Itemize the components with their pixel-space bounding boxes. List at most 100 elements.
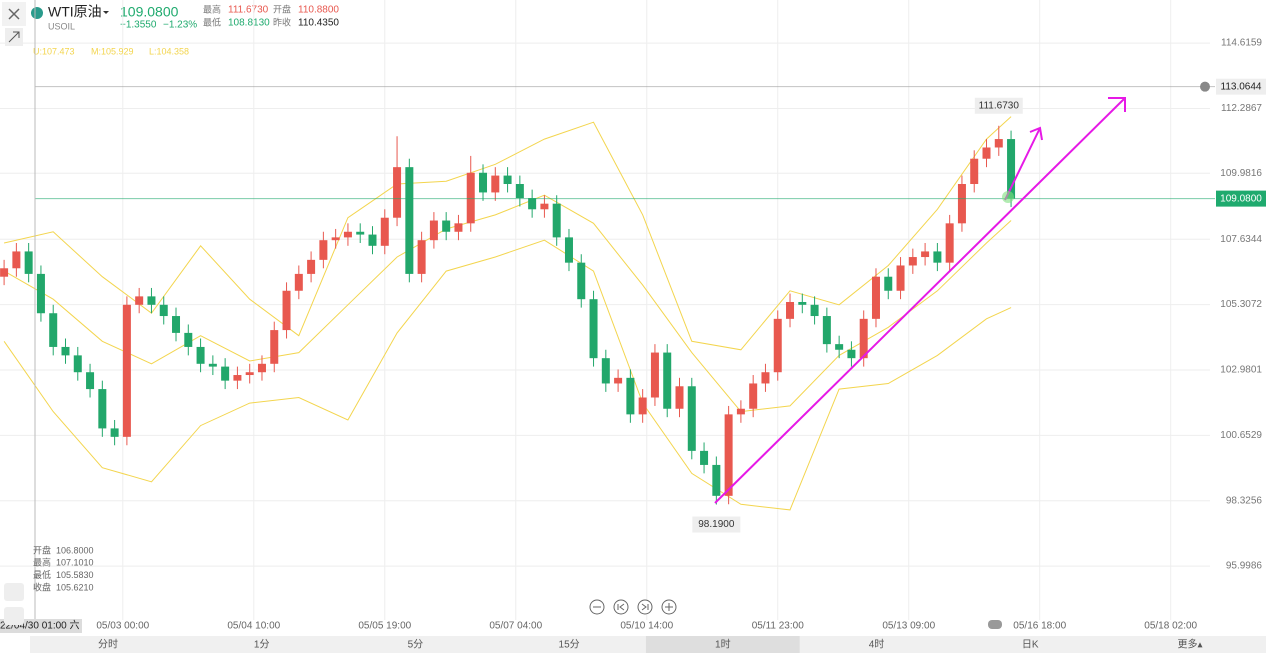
ohlc-name: 开盘: [33, 544, 51, 555]
candle-body: [552, 203, 561, 238]
candle-body: [528, 198, 537, 210]
timeframe[interactable]: 5分: [408, 639, 424, 651]
stat-name: 最高: [203, 3, 221, 14]
candle-body: [933, 251, 942, 263]
candle-body: [614, 377, 623, 384]
candle-body: [135, 296, 144, 305]
alert-icon[interactable]: [1200, 81, 1210, 92]
candle-body: [957, 184, 966, 224]
band-line: [3, 116, 1012, 351]
price-label-box: [1216, 190, 1266, 207]
candle-body: [356, 231, 365, 235]
stat-value: 110.4350: [298, 18, 339, 29]
candle-body: [1007, 139, 1016, 199]
timeframe[interactable]: 4时: [869, 639, 885, 651]
candle-body: [429, 220, 438, 241]
dropdown-icon: [103, 11, 109, 14]
candle-body: [835, 344, 844, 350]
y-tick-label: 114.6159: [1221, 38, 1262, 49]
x-tick-label: 05/10 14:00: [620, 621, 673, 632]
candle-body: [786, 301, 795, 319]
candle-body: [61, 346, 70, 356]
x-tick-label: 05/07 04:00: [489, 621, 542, 632]
candle-body: [847, 349, 856, 359]
candle-body: [208, 363, 217, 367]
band-line: [3, 239, 1012, 511]
candle-body: [307, 259, 316, 274]
timeframe[interactable]: 15分: [559, 639, 580, 651]
candle-body: [233, 375, 242, 381]
toggle[interactable]: [988, 620, 1002, 629]
price-label: 109.0800: [1220, 193, 1262, 204]
candle-body: [110, 428, 119, 437]
candle-body: [884, 276, 893, 291]
candle-body: [638, 397, 647, 415]
annotation-box: [692, 516, 741, 533]
indicator-label: U:107.473: [33, 46, 75, 56]
candle-body: [380, 217, 389, 246]
stat-name: 最低: [203, 16, 221, 27]
x-tick-label: 05/11 23:00: [752, 621, 805, 632]
stat-name: 昨收: [273, 16, 291, 27]
candle-body: [221, 366, 230, 381]
indicator-label: M:105.929: [91, 46, 134, 56]
annotation-label: 111.6730: [979, 100, 1020, 111]
y-tick-label: 102.9801: [1220, 365, 1262, 376]
stat-value: 108.8130: [228, 18, 270, 29]
timeframe[interactable]: 日K: [1022, 640, 1039, 651]
stat-name: 开盘: [273, 3, 291, 14]
timeframe[interactable]: 更多▴: [1177, 638, 1202, 651]
candle-body: [626, 377, 635, 415]
symbol[interactable]: WTI原油: [48, 4, 102, 20]
timeframe[interactable]: 1时: [715, 639, 731, 651]
candle-body: [540, 203, 549, 210]
candle-body: [798, 301, 807, 305]
candle-body: [650, 352, 659, 398]
y-tick-label: 98.3256: [1226, 495, 1263, 506]
candle-body: [687, 386, 696, 451]
timeframe[interactable]: 1分: [254, 639, 270, 651]
candle-body: [859, 318, 868, 359]
settings-button[interactable]: [4, 583, 24, 601]
candle-body: [405, 167, 414, 274]
candle-body: [503, 175, 512, 185]
y-tick-label: 105.3072: [1220, 299, 1262, 310]
candle-body: [24, 251, 33, 274]
candle-body: [982, 147, 991, 159]
candle-body: [896, 265, 905, 291]
draw-button[interactable]: [4, 607, 24, 625]
candle-body: [810, 304, 819, 317]
x-tick-label: 05/04 10:00: [227, 621, 280, 632]
y-tick-label: 100.6529: [1220, 430, 1262, 441]
tool-icon: [8, 31, 20, 43]
candle-body: [172, 316, 181, 333]
candle-body: [98, 389, 107, 429]
candle-body: [675, 386, 684, 409]
candle-body: [122, 304, 131, 437]
candle-body: [712, 464, 721, 496]
candle-body: [393, 167, 402, 218]
y-tick-label: 107.6344: [1220, 234, 1262, 245]
ohlc-value: 106.8000: [56, 545, 94, 555]
candle-body: [184, 332, 193, 347]
candle-body: [331, 237, 340, 241]
candle-body: [515, 184, 524, 199]
candle-body: [73, 355, 82, 373]
header: WTI原油 109.0800 USOIL −1.3550 −1.23% 最高 11…: [2, 2, 339, 31]
candle-body: [454, 223, 463, 232]
timeframe[interactable]: 分时: [98, 639, 118, 651]
candle-body: [700, 450, 709, 465]
y-tick-label: 112.2867: [1221, 103, 1262, 114]
last-point-glow: [1002, 191, 1014, 203]
ohlc-value: 105.6210: [56, 582, 94, 592]
annotation-label: 98.1900: [698, 519, 735, 530]
candle-body: [564, 237, 573, 263]
candle-body: [822, 316, 831, 345]
y-tick-label: 95.9986: [1226, 561, 1263, 572]
candle-body: [49, 313, 58, 347]
candle-body: [749, 383, 758, 409]
candle-body: [773, 318, 782, 373]
ohlc-value: 107.1010: [56, 558, 94, 568]
